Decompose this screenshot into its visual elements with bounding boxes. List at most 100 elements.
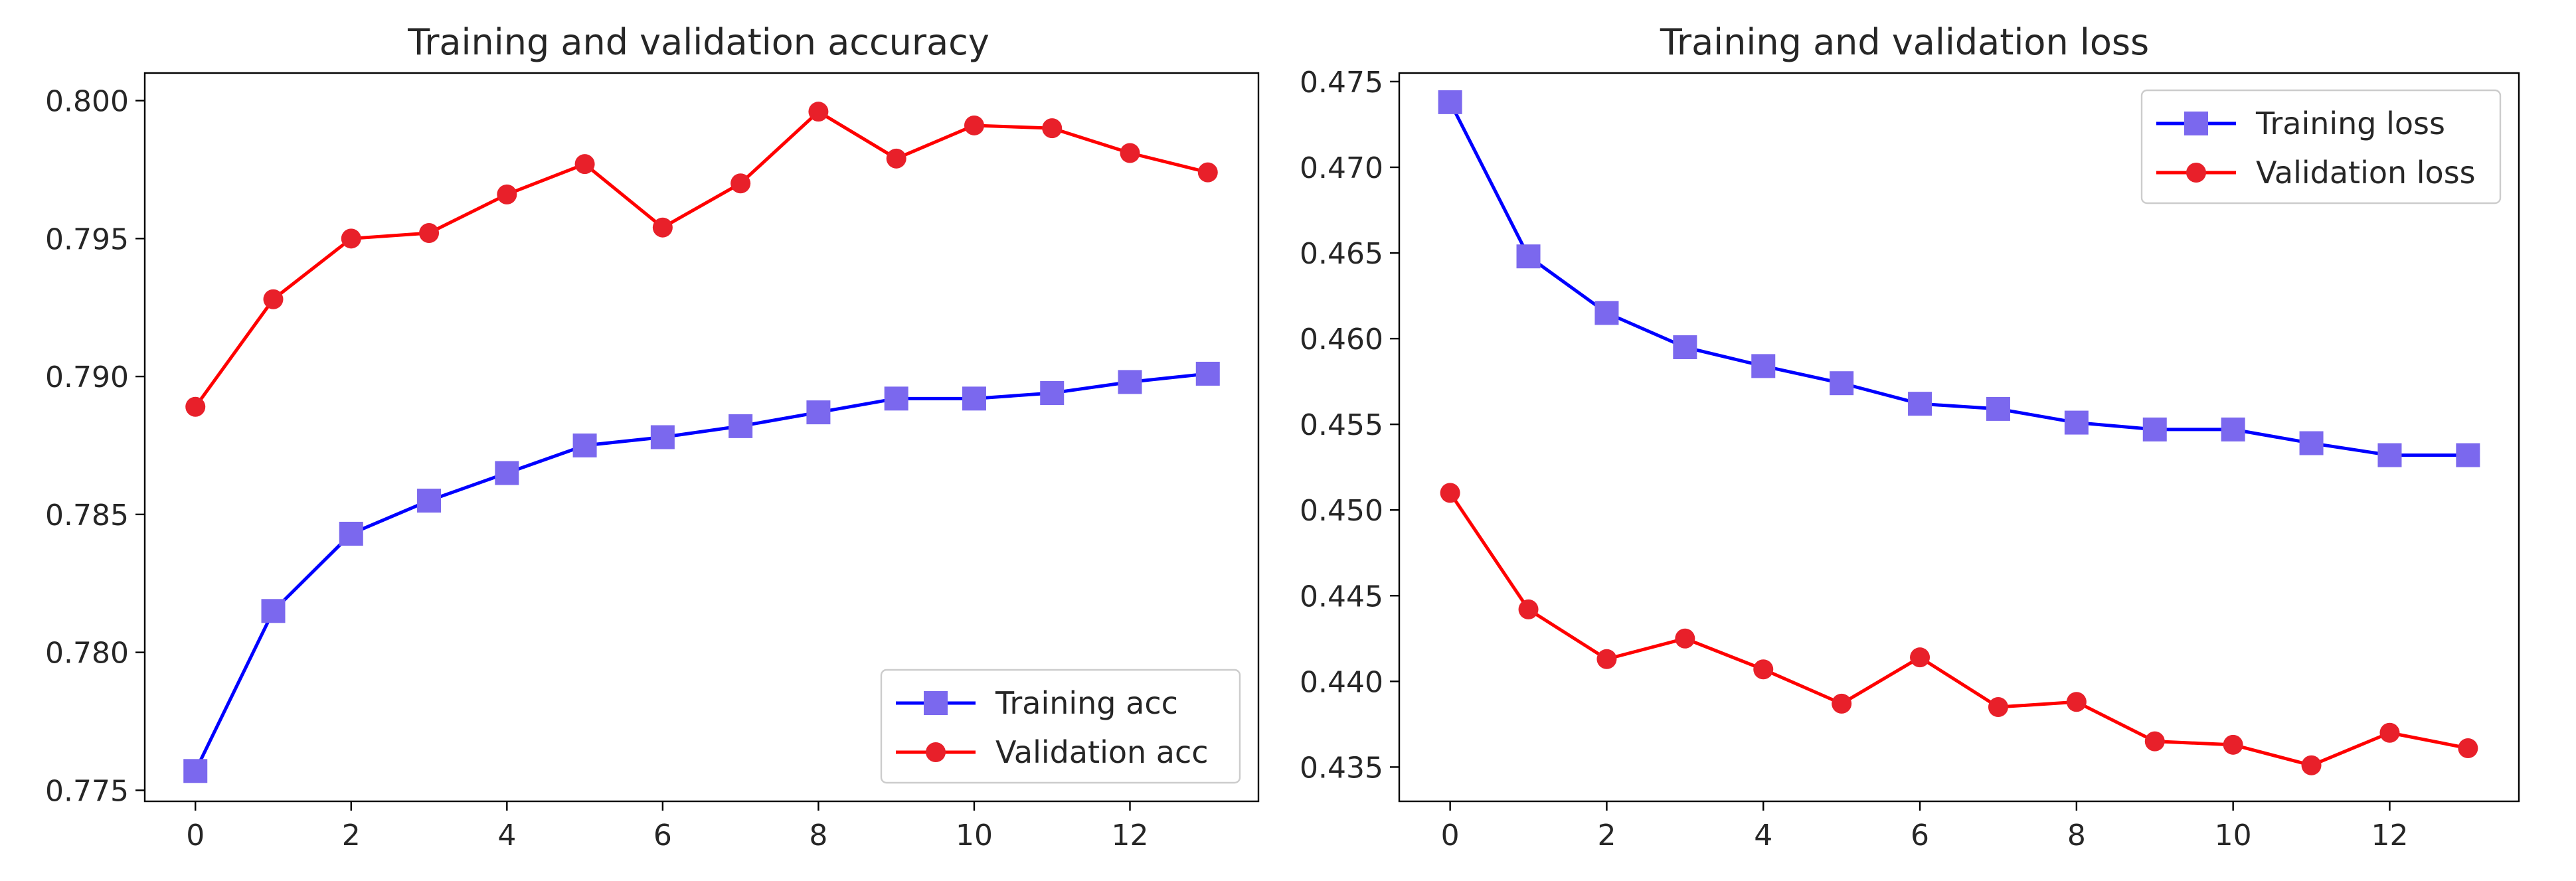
data-point [1673, 335, 1697, 359]
legend-marker [926, 742, 946, 762]
data-point [1594, 301, 1619, 325]
series-line [1448, 101, 2468, 457]
data-point [417, 489, 442, 513]
data-point [1986, 396, 2010, 421]
data-point [1195, 361, 1220, 386]
data-point [1516, 244, 1541, 269]
x-tick-label: 2 [1597, 819, 1616, 852]
x-tick-label: 8 [809, 819, 827, 852]
series-training-loss [1438, 90, 2480, 467]
x-tick-label: 0 [186, 819, 205, 852]
series-validation-acc [185, 102, 1218, 417]
data-point [808, 102, 829, 122]
data-point [1040, 381, 1065, 406]
x-tick-label: 10 [2215, 819, 2252, 852]
data-point [2379, 722, 2400, 743]
data-point [964, 115, 984, 135]
legend-entry: Training loss [2156, 106, 2445, 141]
data-point [1832, 693, 1852, 714]
y-tick-label: 0.475 [1300, 66, 1383, 100]
legend-label: Training acc [995, 685, 1178, 721]
data-point [1988, 697, 2008, 718]
data-point [2301, 755, 2322, 775]
y-tick-label: 0.450 [1300, 494, 1383, 528]
y-tick-label: 0.790 [45, 360, 129, 394]
data-point [1197, 162, 1218, 183]
data-point [1908, 392, 1932, 416]
legend-entry: Training acc [896, 685, 1178, 721]
series-training-acc [183, 361, 1220, 783]
x-tick-label: 6 [653, 819, 672, 852]
legend-box [880, 669, 1241, 784]
x-tick-label: 8 [2067, 819, 2086, 852]
data-point [2223, 734, 2243, 755]
data-point [1675, 628, 1695, 649]
x-tick-label: 10 [956, 819, 993, 852]
legend-box [2140, 89, 2502, 204]
data-point [572, 433, 597, 457]
x-tick-label: 12 [2371, 819, 2408, 852]
y-tick-label: 0.440 [1300, 665, 1383, 699]
y-tick-label: 0.455 [1300, 408, 1383, 442]
legend-label: Validation acc [995, 734, 1209, 770]
x-tick-label: 6 [1911, 819, 1929, 852]
y-tick-label: 0.465 [1300, 237, 1383, 271]
legend: Training loss Validation loss [2140, 89, 2502, 204]
data-point [730, 173, 751, 194]
data-point [650, 425, 675, 449]
data-point [1440, 483, 1460, 503]
data-point [2221, 417, 2245, 441]
data-point [2456, 443, 2480, 467]
data-point [2142, 417, 2167, 441]
data-point [2299, 431, 2324, 455]
y-tick-label: 0.785 [45, 499, 129, 532]
data-point [341, 228, 361, 249]
y-tick-label: 0.795 [45, 222, 129, 256]
data-point [2064, 410, 2089, 435]
data-point [1438, 90, 1462, 114]
data-point [652, 217, 673, 238]
chart-marks: 0 2 4 6 8 10 12 0.435 0.440 0.445 0.450 0.455 0.460 0… [1300, 66, 2520, 852]
chart-marks: 0 2 4 6 8 10 12 0.775 0.780 0.785 0.790 0.795 0.800 T… [45, 72, 1260, 852]
data-point [1596, 649, 1617, 669]
chart-title: Training and validation accuracy [407, 21, 989, 63]
legend-label: Training loss [2255, 106, 2445, 141]
data-point [886, 148, 906, 169]
data-point [574, 154, 595, 175]
data-point [729, 414, 753, 438]
legend-entry: Validation acc [896, 734, 1209, 770]
legend-entry: Validation loss [2156, 155, 2476, 191]
series-line [194, 110, 1209, 408]
legend-marker [2186, 163, 2206, 183]
y-tick-label: 0.780 [45, 637, 129, 671]
data-point [419, 223, 440, 244]
x-tick-label: 0 [1441, 819, 1460, 852]
y-tick-label: 0.470 [1300, 151, 1383, 185]
data-point [261, 599, 286, 623]
y-tick-label: 0.775 [45, 774, 129, 808]
data-point [884, 386, 908, 411]
data-point [1910, 647, 1931, 668]
legend-marker [2184, 112, 2208, 135]
data-point [1830, 371, 1854, 396]
data-point [263, 289, 284, 309]
data-point [1042, 118, 1063, 139]
x-tick-label: 4 [497, 819, 516, 852]
legend: Training acc Validation acc [880, 669, 1241, 784]
axes-frame [143, 72, 1260, 803]
legend-label: Validation loss [2256, 155, 2476, 191]
data-point [2377, 443, 2402, 467]
data-point [806, 400, 831, 425]
data-point [183, 759, 208, 783]
data-point [962, 386, 986, 411]
series-line [193, 372, 1209, 772]
x-tick-label: 12 [1112, 819, 1149, 852]
y-tick-label: 0.800 [45, 85, 129, 119]
chart-title: Training and validation loss [1660, 21, 2149, 63]
loss-chart: Training and validation loss 0 2 4 6 8 10 12 0.… [1300, 21, 2520, 852]
x-tick-label: 2 [342, 819, 361, 852]
data-point [2458, 738, 2478, 758]
data-point [1518, 599, 1539, 619]
data-point [2066, 692, 2087, 712]
